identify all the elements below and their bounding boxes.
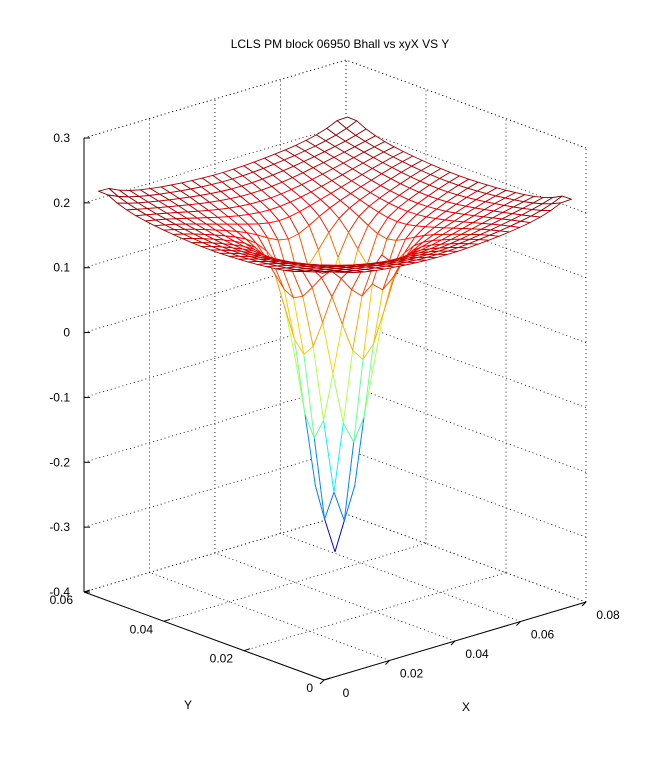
back-wall-grid-line xyxy=(83,254,347,333)
floor-grid-line xyxy=(243,572,507,652)
y-tick xyxy=(323,677,331,681)
z-tick-label: 0.1 xyxy=(53,261,70,275)
side-wall-grid-line xyxy=(345,513,587,603)
surface-mesh xyxy=(98,116,572,553)
side-wall-grid-line xyxy=(345,383,587,473)
y-tick-label: 0.02 xyxy=(210,652,234,666)
x-tick-label: 0 xyxy=(343,686,350,700)
z-tick-label: -0.4 xyxy=(49,585,70,599)
back-wall-grid-line xyxy=(83,513,347,593)
box-top-edge xyxy=(345,59,587,149)
x-tick xyxy=(581,601,587,607)
y-axis-label: Y xyxy=(184,698,192,712)
x-tick-label: 0.06 xyxy=(531,628,555,642)
y-tick xyxy=(243,648,251,652)
y-tick-label: 0.06 xyxy=(50,593,74,607)
y-tick-label: 0 xyxy=(306,681,313,695)
back-wall-grid-line xyxy=(83,448,347,528)
y-tick-label: 0.04 xyxy=(130,622,154,636)
z-tick-label: 0.2 xyxy=(53,196,70,210)
back-wall-grid-line xyxy=(83,383,347,463)
x-tick xyxy=(516,621,521,626)
y-axis-line xyxy=(83,591,325,681)
x-tick xyxy=(319,679,325,685)
x-tick-label: 0.08 xyxy=(596,608,620,622)
y-tick xyxy=(163,618,171,622)
chart-title: LCLS PM block 06950 Bhall vs xyX VS Y xyxy=(231,37,450,51)
z-tick-label: 0.3 xyxy=(53,131,70,145)
back-wall-grid-line xyxy=(83,124,347,204)
floor-grid-line xyxy=(345,513,587,603)
mesh-cell xyxy=(312,269,334,274)
side-wall-grid-line xyxy=(345,448,587,538)
floor-grid-line xyxy=(149,572,390,661)
floor-grid-line xyxy=(163,542,427,622)
x-axis-label: X xyxy=(462,700,470,714)
floor-grid-line xyxy=(280,533,521,622)
back-wall-grid-line xyxy=(83,319,347,398)
side-wall-grid-line xyxy=(345,319,587,408)
z-tick-label: -0.2 xyxy=(49,455,70,469)
x-tick-label: 0.02 xyxy=(400,667,424,681)
z-tick-label: -0.1 xyxy=(49,390,70,404)
x-tick xyxy=(385,660,390,665)
axes-ticks: 00.020.040.060.0800.020.040.06-0.4-0.3-0… xyxy=(49,131,620,700)
x-tick-label: 0.04 xyxy=(465,647,489,661)
z-tick-label: 0 xyxy=(63,326,70,340)
box-top-edge xyxy=(83,59,347,139)
floor-grid-line xyxy=(214,552,456,642)
x-tick xyxy=(450,640,456,646)
z-tick-label: -0.3 xyxy=(49,520,70,534)
